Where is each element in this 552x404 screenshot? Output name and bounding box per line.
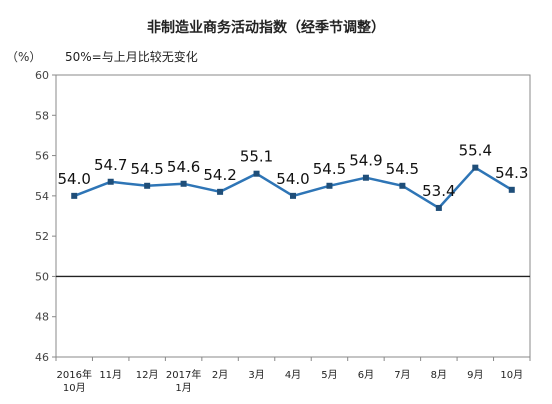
x-tick-label: 8月 xyxy=(431,369,447,381)
chart-title: 非制造业商务活动指数（经季节调整） xyxy=(147,19,385,36)
data-label: 54.5 xyxy=(386,160,419,178)
data-label: 54.2 xyxy=(203,166,236,184)
data-point xyxy=(217,188,224,195)
y-axis-unit-label: （%） xyxy=(6,50,41,64)
data-label: 54.0 xyxy=(276,170,309,188)
x-tick-label: 1月 xyxy=(175,382,191,394)
y-tick-label: 52 xyxy=(35,230,49,243)
x-tick-label: 3月 xyxy=(248,369,264,381)
data-point xyxy=(180,180,187,187)
data-point xyxy=(253,170,260,177)
data-point xyxy=(107,178,114,185)
data-label: 54.5 xyxy=(130,160,163,178)
x-tick-label: 6月 xyxy=(358,369,374,381)
data-point xyxy=(144,182,151,189)
x-tick-label: 11月 xyxy=(99,369,122,381)
x-tick-label: 10月 xyxy=(500,369,523,381)
data-point xyxy=(472,164,479,171)
y-axis-ticks: 46 48 50 52 54 56 58 60 xyxy=(35,69,56,364)
series-markers xyxy=(71,164,515,211)
x-tick-label: 4月 xyxy=(285,369,301,381)
y-tick-label: 50 xyxy=(35,270,49,283)
data-point xyxy=(435,204,442,211)
y-tick-label: 48 xyxy=(35,311,49,324)
data-label: 54.0 xyxy=(58,170,91,188)
x-tick-label: 2016年 xyxy=(57,368,92,381)
x-tick-label: 9月 xyxy=(467,369,483,381)
data-point xyxy=(326,182,333,189)
x-tick-label: 7月 xyxy=(394,369,410,381)
y-tick-label: 46 xyxy=(35,351,49,364)
data-labels: 54.054.7 54.5 54.6 54.255.154.054.5 54.9 54.5… xyxy=(58,142,529,200)
data-point xyxy=(71,192,78,199)
data-point xyxy=(290,192,296,199)
x-tick-label: 2017年 xyxy=(166,368,201,381)
data-label: 55.4 xyxy=(459,142,492,160)
data-point xyxy=(508,186,515,193)
plot-area-frame xyxy=(55,74,531,358)
data-label: 54.9 xyxy=(349,152,382,170)
data-label: 55.1 xyxy=(240,148,273,166)
data-label: 54.5 xyxy=(313,160,346,178)
y-tick-label: 56 xyxy=(35,150,49,163)
x-tick-label: 12月 xyxy=(136,369,159,381)
data-point xyxy=(399,182,406,189)
data-label: 53.4 xyxy=(422,182,455,200)
data-label: 54.7 xyxy=(94,156,127,174)
data-label: 54.3 xyxy=(495,164,528,182)
y-tick-label: 60 xyxy=(35,69,49,82)
data-point xyxy=(362,174,369,181)
y-tick-label: 54 xyxy=(35,190,49,203)
baseline-annotation: 50%=与上月比较无变化 xyxy=(65,49,198,64)
x-tick-label: 10月 xyxy=(63,382,86,394)
x-tick-label: 2月 xyxy=(212,369,228,381)
data-label: 54.6 xyxy=(167,158,200,176)
x-tick-label: 5月 xyxy=(321,369,337,381)
y-tick-label: 58 xyxy=(35,109,49,122)
